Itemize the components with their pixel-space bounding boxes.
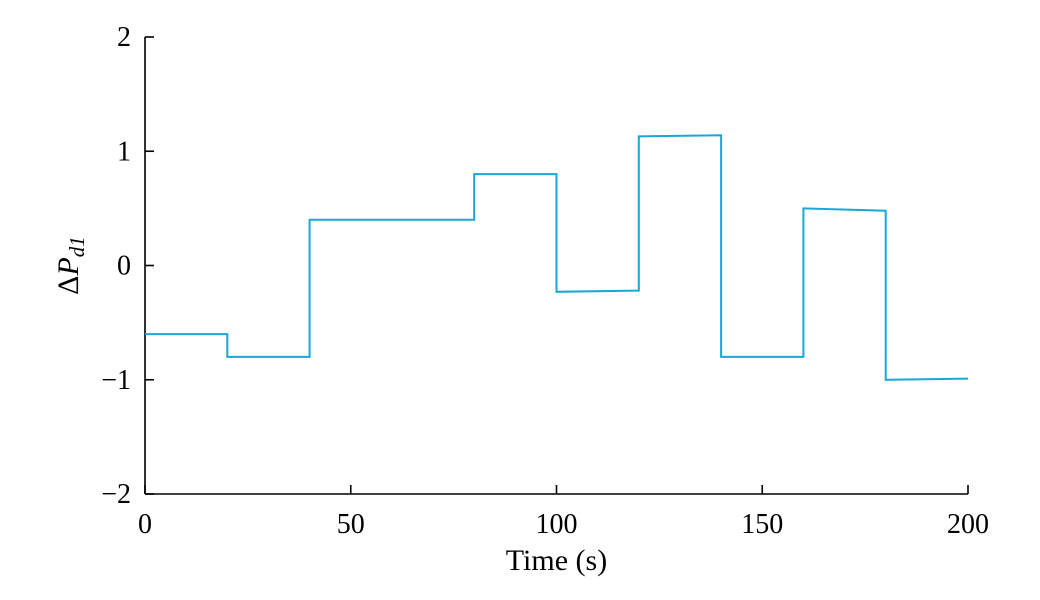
y-axis-title-subscript: d1 (65, 236, 89, 257)
y-tick-label: 2 (117, 22, 131, 53)
x-axis-title: Time (s) (506, 544, 607, 577)
y-tick-label: −2 (101, 479, 131, 510)
y-tick-label: −1 (101, 365, 131, 396)
y-axis-title-delta: Δ (52, 276, 85, 295)
x-tick-label: 200 (947, 509, 989, 540)
y-axis-title: ΔPd1 (52, 236, 89, 295)
series-line (145, 134, 969, 381)
x-tick-label: 0 (138, 509, 152, 540)
x-tick-label: 50 (337, 509, 365, 540)
y-ticks: −2 −1 0 1 2 (101, 22, 154, 510)
x-tick-label: 100 (536, 509, 578, 540)
x-ticks: 0 50 100 150 200 (138, 485, 989, 540)
y-axis-title-symbol: P (52, 257, 85, 276)
plot-series (145, 134, 969, 381)
x-tick-label: 150 (741, 509, 783, 540)
y-tick-label: 1 (117, 136, 131, 167)
y-tick-label: 0 (117, 251, 131, 282)
